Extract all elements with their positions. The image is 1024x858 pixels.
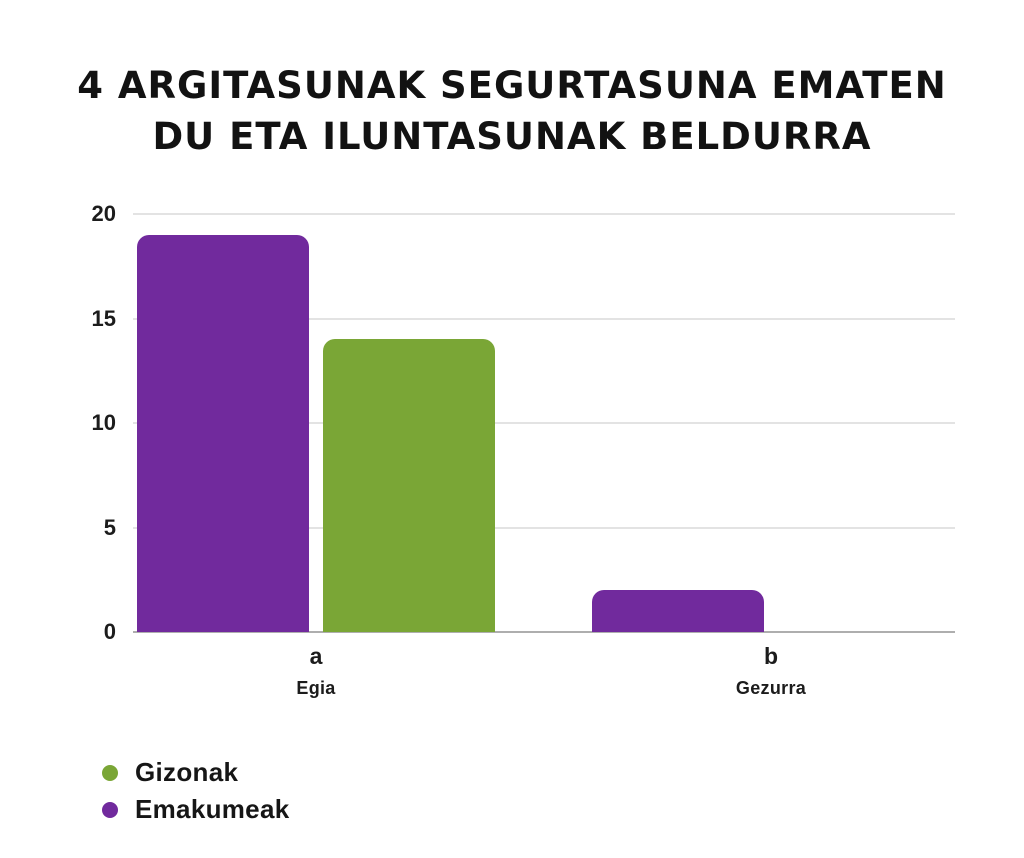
x-axis-letter-a: a bbox=[309, 643, 323, 669]
gridline-y10 bbox=[133, 422, 955, 424]
gridline-y20 bbox=[133, 213, 955, 215]
legend-item-gizonak: Gizonak bbox=[102, 754, 289, 791]
gridline-y5 bbox=[133, 526, 955, 529]
chart-title-line2: DU ETA ILUNTASUNAK BELDURRA bbox=[152, 115, 872, 158]
gridline-y15 bbox=[133, 317, 955, 320]
x-axis-label-gezurra: Gezurra bbox=[735, 678, 807, 698]
bar-gizonak-a bbox=[323, 339, 495, 632]
chart-legend: Gizonak Emakumeak bbox=[102, 754, 289, 828]
bar-emakumeak-a bbox=[137, 234, 309, 632]
x-axis-label-egia: Egia bbox=[296, 678, 336, 698]
legend-dot-green bbox=[102, 764, 118, 781]
y-axis-tick-20: 20 bbox=[91, 201, 116, 226]
bar-emakumeak-b bbox=[592, 590, 764, 632]
x-axis-baseline bbox=[133, 631, 955, 633]
legend-item-emakumeak: Emakumeak bbox=[102, 791, 289, 828]
y-axis-tick-0: 0 bbox=[103, 619, 116, 644]
legend-label: Emakumeak bbox=[135, 794, 290, 824]
x-axis-letter-b: b bbox=[763, 643, 779, 669]
y-axis-tick-10: 10 bbox=[91, 410, 116, 435]
legend-label: Gizonak bbox=[135, 757, 239, 787]
y-axis-tick-15: 15 bbox=[91, 305, 116, 331]
y-axis-tick-5: 5 bbox=[103, 514, 116, 540]
chart-title: 4 ARGITASUNAK SEGURTASUNA EMATEN DU ETA … bbox=[32, 60, 992, 162]
legend-dot-purple bbox=[102, 801, 118, 818]
chart-title-line1: 4 ARGITASUNAK SEGURTASUNA EMATEN bbox=[77, 64, 947, 107]
